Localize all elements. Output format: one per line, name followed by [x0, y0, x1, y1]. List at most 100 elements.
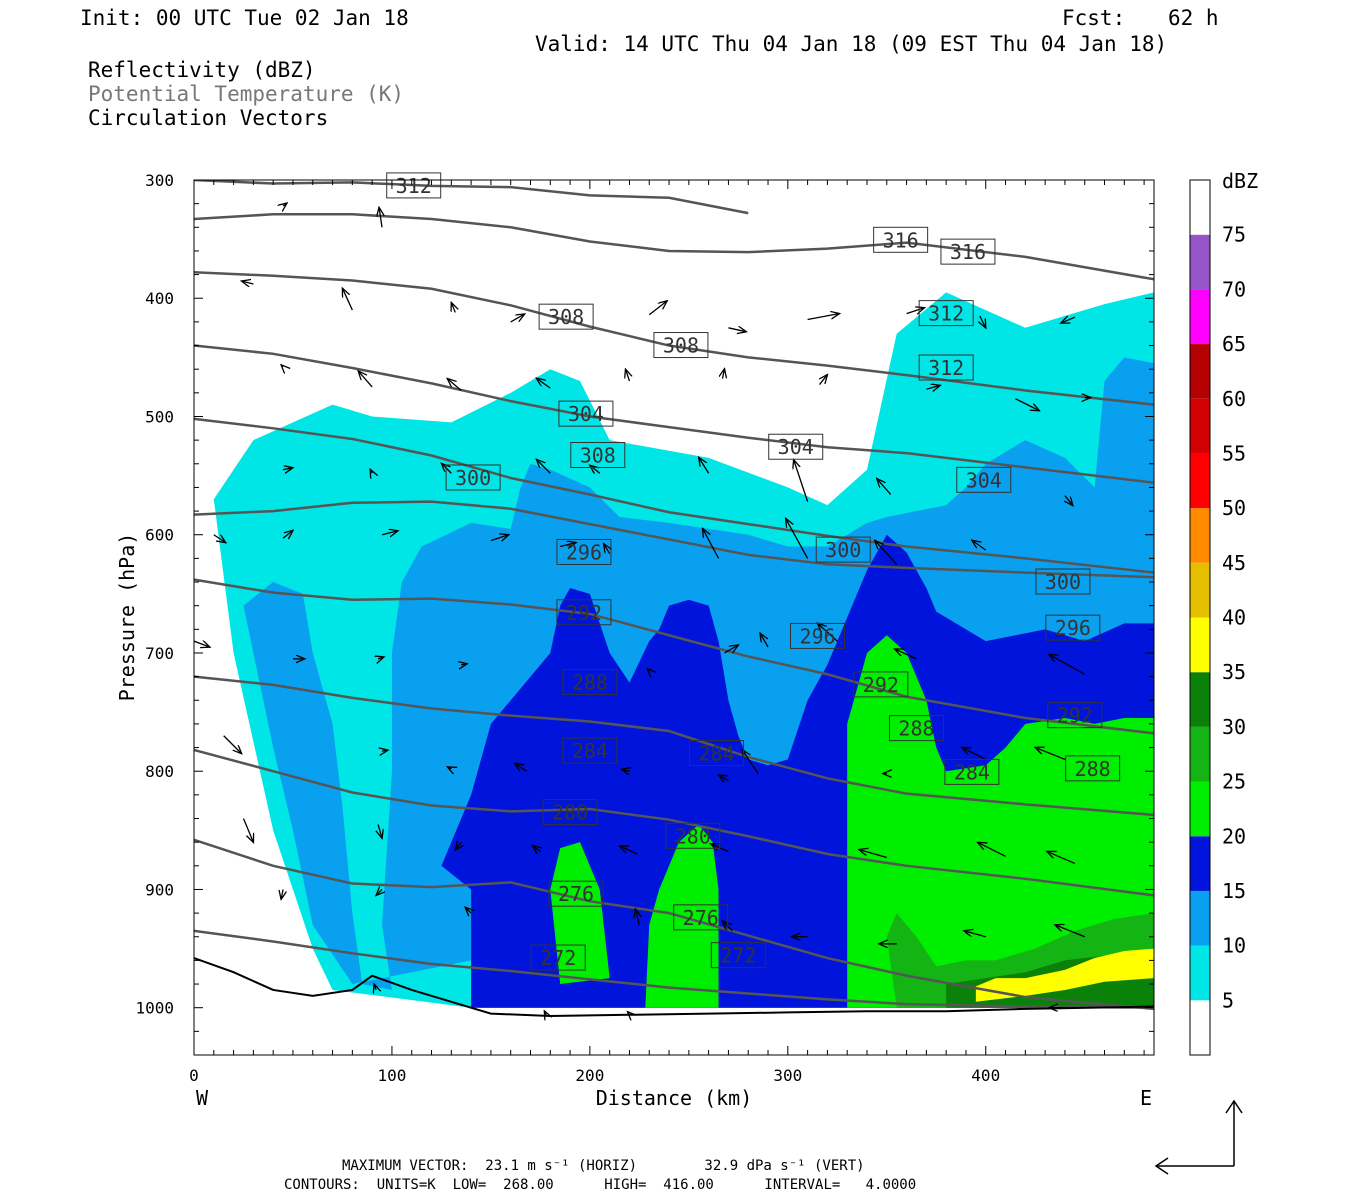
isentrope-label-box	[653, 332, 709, 359]
isentrope-label-box	[548, 880, 604, 907]
isentrope-line	[194, 213, 1154, 281]
isentrope-label: 292	[556, 599, 612, 626]
isentrope-label-box	[1045, 614, 1101, 641]
colorbar-segment	[1190, 344, 1210, 399]
isentrope-label: 316	[940, 238, 996, 265]
isentrope-label: 272	[530, 944, 586, 971]
y-axis-label: Pressure (hPa)	[115, 533, 139, 702]
circulation-vector	[560, 543, 576, 547]
circulation-vector	[786, 518, 809, 559]
colorbar-segment	[1190, 289, 1210, 345]
circulation-vector	[649, 122, 667, 128]
isentrope-label-box	[530, 944, 586, 971]
circulation-vector	[926, 385, 940, 389]
circulation-vector	[536, 378, 551, 389]
isentrope-label: 300	[1035, 568, 1091, 595]
isentrope-label-value: 288	[572, 671, 608, 695]
circulation-vector	[819, 375, 827, 385]
circulation-vector	[817, 623, 838, 642]
forecast-hour-value: 62 h	[1168, 6, 1219, 30]
circulation-vector	[728, 130, 744, 136]
colorbar-segment	[1190, 508, 1210, 563]
circulation-vector	[283, 203, 287, 206]
isentrope-label: 284	[562, 737, 618, 764]
isentrope-label-value: 296	[799, 624, 835, 648]
isentrope-label-box	[556, 538, 612, 565]
circulation-vector	[1027, 124, 1045, 126]
circulation-vector	[906, 308, 925, 314]
circulation-vector	[604, 544, 610, 554]
isentrope-label-box	[790, 622, 846, 649]
circulation-vector	[1035, 747, 1066, 760]
circulation-vector	[972, 540, 987, 551]
isentrope-label-box	[768, 433, 824, 460]
isentrope-label: 284	[689, 739, 745, 766]
isentrope-label: 312	[386, 172, 442, 199]
y-tick-label: 300	[145, 171, 174, 190]
reflectivity-fill-layer	[213, 292, 1154, 1008]
isentrope-label: 300	[815, 536, 871, 563]
colorbar-tick-label: 55	[1222, 441, 1246, 465]
colorbar-segment	[1190, 726, 1210, 782]
colorbar-segment	[1190, 672, 1210, 727]
isentrope-label-value: 284	[954, 760, 990, 784]
circulation-vector	[635, 909, 639, 926]
isentrope-label-box	[940, 238, 996, 265]
isentrope-label: 288	[888, 715, 944, 742]
circulation-vector	[374, 984, 376, 990]
isentrope-label: 272	[710, 942, 766, 969]
isentrope-label-box	[710, 942, 766, 969]
circulation-vector	[447, 767, 451, 769]
isentrope-label: 304	[768, 433, 824, 460]
isentrope-label-box	[815, 536, 871, 563]
y-tick-label: 800	[145, 762, 174, 781]
circulation-vector	[1065, 495, 1073, 506]
isentrope-label: 308	[538, 303, 594, 330]
circulation-vector	[544, 1011, 546, 1015]
isentrope-label-box	[558, 400, 614, 427]
isentrope-label: 276	[548, 880, 604, 907]
colorbar-segment	[1190, 234, 1210, 290]
x-end-label-east: E	[1140, 1086, 1152, 1110]
valid-time: Valid: 14 UTC Thu 04 Jan 18 (09 EST Thu …	[535, 32, 1168, 56]
isentrope-label: 276	[673, 904, 729, 931]
isentrope-label-value: 296	[1055, 616, 1091, 640]
isentrope-label-box	[956, 466, 1012, 493]
isentrope-label-value: 272	[540, 946, 576, 970]
circulation-vector	[1015, 398, 1039, 411]
x-tick-label: 300	[773, 1066, 802, 1085]
colorbar-tick-label: 75	[1222, 223, 1246, 247]
isentrope-label: 296	[1045, 614, 1101, 641]
x-tick-label: 200	[575, 1066, 604, 1085]
colorbar-tick-label: 45	[1222, 551, 1246, 575]
circulation-vector	[370, 469, 372, 473]
colorbar-segment	[1190, 398, 1210, 454]
circulation-vector	[648, 301, 667, 316]
circulation-vector	[794, 460, 809, 502]
isentrope-label-value: 308	[663, 334, 699, 358]
axes-layer: 300 400 500 600 700 800 900 1000 0 100 200 300 400 W E…	[115, 171, 1154, 1110]
init-time: Init: 00 UTC Tue 02 Jan 18	[80, 6, 409, 30]
isentrope-label-box	[1035, 568, 1091, 595]
circulation-vector	[282, 530, 293, 538]
contour-info-text: CONTOURS: UNITS=K LOW= 268.00 HIGH= 416.…	[284, 1177, 917, 1193]
isentrope-label-layer: 312 316 316 308 308 312 312 304 304 308 304 300 296 3…	[386, 172, 1121, 971]
y-tick-label: 500	[145, 407, 174, 426]
colorbar-tick-label: 20	[1222, 824, 1246, 848]
colorbar-tick-label: 65	[1222, 332, 1246, 356]
isentrope-label-box	[445, 464, 501, 491]
x-tick-label: 100	[377, 1066, 406, 1085]
isentrope-label: 288	[562, 669, 618, 696]
isentrope-label-value: 312	[928, 302, 964, 326]
isentrope-line	[194, 500, 1154, 579]
isentrope-label-box	[918, 300, 974, 327]
colorbar-frame	[1189, 179, 1211, 1056]
isentrope-label: 316	[873, 226, 929, 253]
circulation-vector	[515, 763, 527, 772]
colorbar-tick-label: 40	[1222, 606, 1246, 630]
isentrope-label: 296	[556, 538, 612, 565]
isentrope-label-box	[562, 669, 618, 696]
isentrope-label-box	[556, 599, 612, 626]
reflectivity-region	[975, 948, 1154, 1002]
isentrope-line	[194, 270, 1154, 406]
